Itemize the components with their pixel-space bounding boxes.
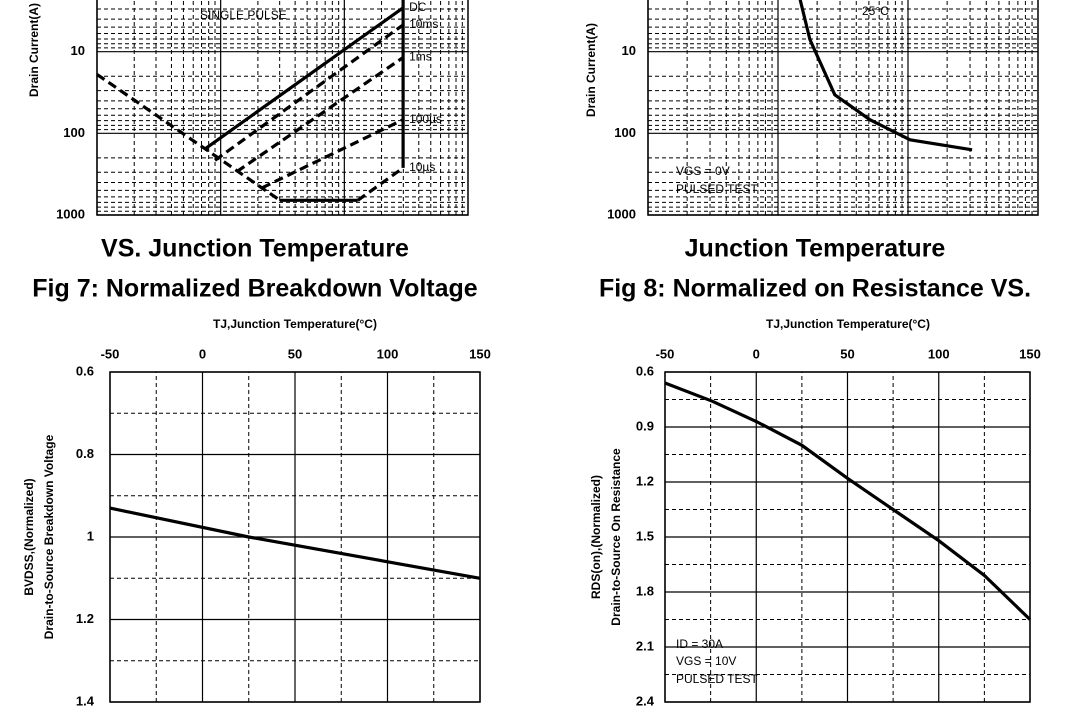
annotation: PULSED TEST: [676, 182, 758, 196]
series-line: [664, 381, 1032, 621]
annotation: SINGLE PULSE: [200, 8, 287, 22]
series-line: [204, 6, 405, 151]
annotation: PULSED TEST: [676, 672, 758, 686]
y-tick-label: 1000: [607, 206, 636, 221]
y-tick-label: 1.8: [636, 583, 654, 598]
y-tick-label: 10: [71, 43, 85, 58]
line-label: 10ms: [409, 17, 438, 31]
y-tick-label: 1: [87, 528, 94, 543]
y-tick-label: 1.2: [76, 611, 94, 626]
series-line: [356, 166, 405, 202]
y-tick-label: 100: [63, 125, 85, 140]
y-axis-title: Drain Current(A): [584, 23, 598, 117]
x-tick-label: 0: [199, 346, 206, 361]
x-tick-label: 150: [1019, 346, 1041, 361]
line-label: 1ms: [409, 50, 432, 64]
x-tick-label: 100: [377, 346, 399, 361]
series-line: [798, 0, 973, 152]
y-axis-title: BVDSS,(Normalized): [22, 478, 36, 595]
y-axis-title: Drain Current(A): [27, 3, 41, 97]
line-label: 100µs: [409, 112, 442, 126]
y-tick-label: 1.2: [636, 473, 654, 488]
y-tick-label: 1000: [56, 206, 85, 221]
annotation: ID = 30A: [676, 637, 723, 651]
annotation: VGS = 10V: [676, 654, 736, 668]
line-label: DC: [409, 0, 427, 14]
x-tick-label: 100: [928, 346, 950, 361]
x-tick-label: 150: [469, 346, 491, 361]
y-tick-label: 10: [622, 43, 636, 58]
series-line: [96, 73, 281, 202]
series-line: [214, 23, 405, 162]
plot-frame: [96, 0, 469, 216]
x-axis-title: TJ,Junction Temperature(°C): [766, 317, 930, 331]
y-axis-title: Drain-to-Source Breakdown Voltage: [42, 434, 56, 639]
y-tick-label: 0.9: [636, 418, 654, 433]
figure-title: Fig 7: Normalized Breakdown Voltage: [32, 275, 478, 303]
plot-frame: [664, 371, 1031, 703]
x-tick-label: -50: [101, 346, 120, 361]
y-tick-label: 0.6: [636, 363, 654, 378]
y-tick-label: 100: [614, 125, 636, 140]
figure-title: Fig 8: Normalized on Resistance VS.: [599, 275, 1031, 303]
y-axis-title: Drain-to-Source On Resistance: [609, 448, 623, 626]
y-tick-label: 0.6: [76, 363, 94, 378]
series-line: [235, 56, 405, 173]
y-tick-label: 2.1: [636, 638, 654, 653]
x-tick-label: 50: [840, 346, 854, 361]
y-tick-label: 2.4: [636, 693, 655, 708]
y-tick-label: 1.4: [76, 693, 95, 708]
series-line: [109, 506, 481, 580]
y-tick-label: 1.5: [636, 528, 654, 543]
x-tick-label: 50: [288, 346, 302, 361]
plot-frame: [109, 371, 481, 703]
x-axis-title: TJ,Junction Temperature(°C): [213, 317, 377, 331]
plot-frame: [647, 0, 1039, 216]
annotation: VGS = 0V: [676, 164, 730, 178]
figure-title: Junction Temperature: [685, 235, 946, 263]
y-axis-title: RDS(on),(Normalized): [589, 475, 603, 599]
figure-title: VS. Junction Temperature: [101, 235, 409, 263]
annotation: 25°C: [862, 4, 889, 18]
y-tick-label: 0.8: [76, 446, 94, 461]
x-tick-label: -50: [656, 346, 675, 361]
line-label: 10µs: [409, 160, 435, 174]
x-tick-label: 0: [753, 346, 760, 361]
series-line: [261, 118, 404, 190]
